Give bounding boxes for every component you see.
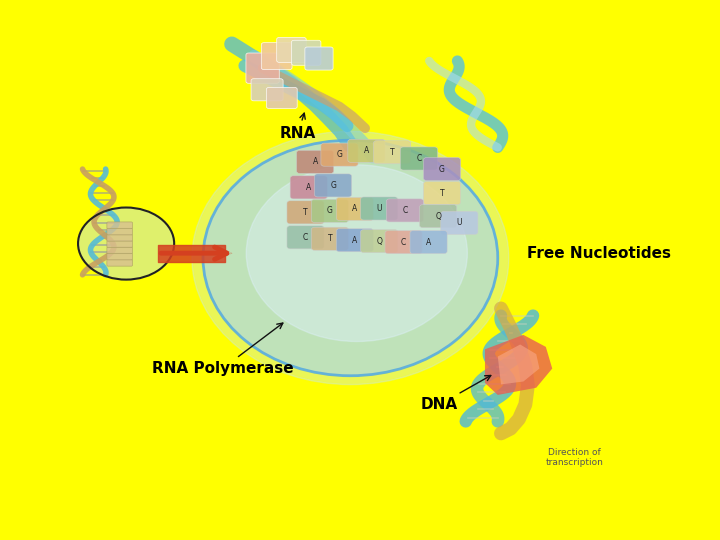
FancyBboxPatch shape xyxy=(266,87,297,109)
Circle shape xyxy=(78,207,174,280)
Text: T: T xyxy=(328,234,332,243)
Text: T: T xyxy=(440,188,444,198)
FancyBboxPatch shape xyxy=(400,147,438,170)
Text: Free Nucleotides: Free Nucleotides xyxy=(526,246,670,261)
Text: G: G xyxy=(439,165,445,173)
FancyBboxPatch shape xyxy=(336,228,374,252)
FancyBboxPatch shape xyxy=(423,181,461,205)
Text: RNA Polymerase: RNA Polymerase xyxy=(152,323,293,376)
FancyBboxPatch shape xyxy=(361,230,398,253)
Text: G: G xyxy=(327,206,333,215)
Text: RNA: RNA xyxy=(280,113,316,140)
Text: T: T xyxy=(390,148,395,157)
FancyBboxPatch shape xyxy=(311,227,348,251)
FancyBboxPatch shape xyxy=(107,234,132,241)
FancyBboxPatch shape xyxy=(287,226,324,249)
FancyBboxPatch shape xyxy=(107,259,132,266)
Ellipse shape xyxy=(192,131,509,384)
FancyBboxPatch shape xyxy=(107,241,132,247)
FancyBboxPatch shape xyxy=(107,222,132,228)
FancyBboxPatch shape xyxy=(410,231,447,254)
FancyBboxPatch shape xyxy=(386,199,423,222)
Text: A: A xyxy=(306,183,311,192)
Text: A: A xyxy=(364,146,369,156)
Text: U: U xyxy=(456,218,462,227)
FancyBboxPatch shape xyxy=(385,231,422,254)
FancyBboxPatch shape xyxy=(107,253,132,260)
FancyBboxPatch shape xyxy=(290,176,328,199)
FancyBboxPatch shape xyxy=(261,43,292,70)
Text: A: A xyxy=(426,238,431,247)
FancyBboxPatch shape xyxy=(336,198,374,220)
FancyBboxPatch shape xyxy=(423,158,461,180)
FancyBboxPatch shape xyxy=(311,199,348,222)
Polygon shape xyxy=(485,335,552,395)
Text: DNA: DNA xyxy=(421,375,491,412)
Text: G: G xyxy=(330,181,336,190)
FancyBboxPatch shape xyxy=(107,228,132,235)
FancyBboxPatch shape xyxy=(107,247,132,254)
FancyBboxPatch shape xyxy=(287,201,324,224)
Polygon shape xyxy=(498,345,539,384)
FancyBboxPatch shape xyxy=(315,174,351,197)
FancyBboxPatch shape xyxy=(292,40,321,65)
FancyBboxPatch shape xyxy=(420,205,456,228)
FancyBboxPatch shape xyxy=(246,53,279,83)
Text: C: C xyxy=(401,238,406,247)
Text: Q: Q xyxy=(377,237,382,246)
Text: A: A xyxy=(312,157,318,166)
Ellipse shape xyxy=(246,165,467,341)
Ellipse shape xyxy=(203,140,498,376)
FancyBboxPatch shape xyxy=(251,79,283,101)
Text: U: U xyxy=(377,204,382,213)
FancyBboxPatch shape xyxy=(348,139,385,163)
FancyBboxPatch shape xyxy=(297,150,334,173)
Text: C: C xyxy=(303,233,308,242)
Text: A: A xyxy=(352,235,358,245)
Text: C: C xyxy=(402,206,408,215)
FancyBboxPatch shape xyxy=(374,141,410,164)
FancyBboxPatch shape xyxy=(361,197,398,220)
FancyBboxPatch shape xyxy=(321,143,358,166)
Text: G: G xyxy=(336,150,343,159)
Text: A: A xyxy=(352,205,358,213)
FancyBboxPatch shape xyxy=(276,37,306,63)
Text: Q: Q xyxy=(436,212,441,221)
FancyBboxPatch shape xyxy=(305,47,333,70)
Text: T: T xyxy=(303,208,308,217)
FancyBboxPatch shape xyxy=(441,211,478,234)
Text: Direction of
transcription: Direction of transcription xyxy=(546,448,603,467)
Text: C: C xyxy=(416,154,422,163)
